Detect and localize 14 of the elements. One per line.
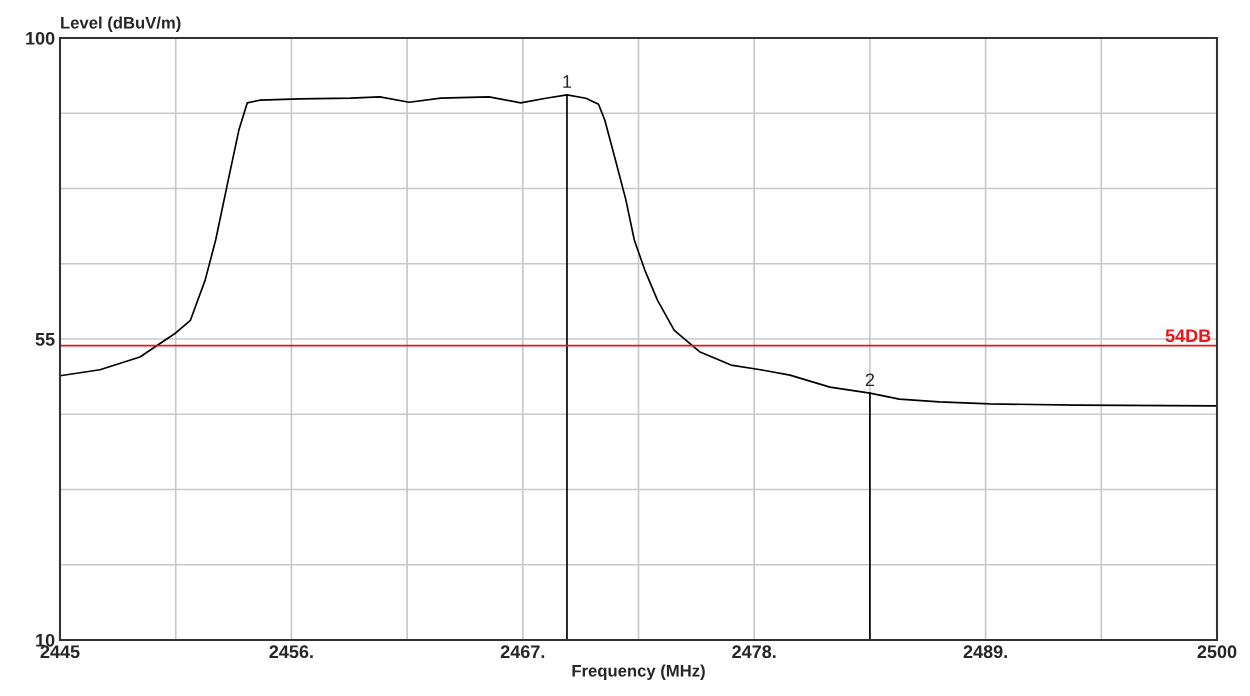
y-tick-label: 100 [26,31,55,45]
x-tick-label: 2478. [732,645,776,659]
x-tick-label: 2467. [500,645,545,659]
annotation: 2 [865,373,875,387]
x-tick-label: 2445 [40,645,80,659]
y-tick-label: 10 [36,633,55,647]
x-tick-label: 2456. [269,645,313,659]
y-axis-title: Level (dBuV/m) [61,16,181,32]
x-tick-label: 2489. [963,645,1007,659]
annotation: 1 [563,75,572,88]
y-tick-label: 55 [35,333,55,346]
x-axis-title: Frequency (MHz) [572,664,705,680]
x-tick-label: 2500 [1197,645,1237,659]
ref-line-label: 54DB [1165,329,1211,343]
